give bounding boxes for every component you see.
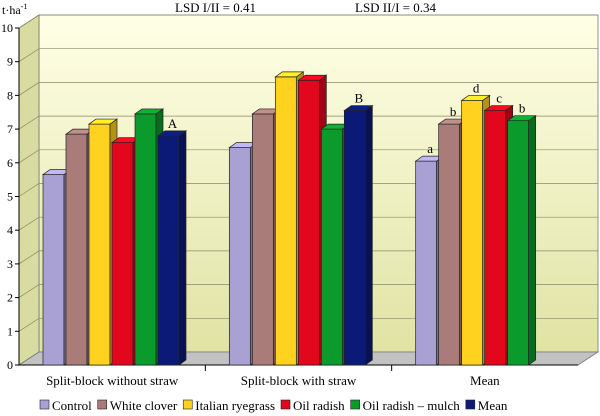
y-tick-label: 4 — [7, 223, 13, 237]
legend-swatch — [97, 399, 108, 410]
significance-label: b — [450, 104, 457, 119]
bar-side — [178, 130, 187, 366]
bar — [506, 114, 537, 366]
bar-front — [42, 174, 65, 366]
bar-top — [133, 108, 165, 115]
significance-label: A — [168, 116, 178, 131]
legend-label: White clover — [110, 398, 178, 413]
bar-front — [134, 113, 157, 366]
bar — [156, 130, 188, 366]
bar-top — [156, 130, 188, 137]
legend-item: White clover — [97, 398, 178, 413]
gridline — [18, 48, 598, 62]
significance-label: d — [473, 80, 480, 95]
y-tick-label: 7 — [7, 122, 13, 136]
bar-top — [506, 115, 537, 122]
bar-front — [484, 110, 507, 366]
y-tick-label: 9 — [7, 55, 13, 69]
bar-front — [438, 123, 461, 366]
significance-label: B — [354, 91, 363, 106]
bar-front — [461, 100, 484, 366]
bar-front — [415, 160, 438, 366]
significance-label: c — [496, 91, 502, 106]
legend-swatch — [182, 399, 193, 410]
legend-item: Oil radish – mulch — [350, 398, 461, 413]
significance-label: b — [519, 101, 526, 116]
gridline — [18, 250, 598, 265]
bar-front — [228, 147, 251, 366]
bar-top — [87, 118, 119, 125]
lsd-annotation-2: LSD II/I = 0.34 — [355, 0, 436, 15]
legend-item: Mean — [465, 398, 508, 413]
bar-front — [65, 133, 88, 366]
bar-front — [157, 135, 180, 366]
lsd-annotation-1: LSD I/II = 0.41 — [175, 0, 256, 15]
bar-front — [320, 128, 343, 366]
legend-label: Italian ryegrass — [195, 398, 275, 413]
gridline — [18, 317, 598, 332]
gridline — [18, 216, 598, 231]
bar-front — [343, 110, 366, 366]
legend-item: Italian ryegrass — [182, 398, 275, 413]
legend-swatch — [350, 399, 360, 410]
bar-front — [251, 113, 274, 366]
legend-label: Oil radish – mulch — [363, 398, 461, 413]
legend-swatch — [39, 399, 50, 410]
y-tick-label: 0 — [7, 358, 13, 372]
significance-label: a — [427, 141, 433, 156]
legend-label: Control — [52, 398, 92, 413]
y-tick-label: 6 — [7, 156, 13, 170]
x-category-label: Mean — [470, 373, 500, 388]
legend-swatch — [280, 399, 291, 410]
y-tick-label: 2 — [7, 291, 13, 305]
bar-top — [460, 95, 491, 101]
gridline — [18, 284, 598, 298]
legend-swatch — [465, 399, 476, 410]
gridline — [18, 82, 598, 96]
gridline — [18, 14, 598, 29]
y-tick-label: 10 — [1, 21, 13, 35]
legend-label: Oil radish — [293, 398, 345, 413]
bar — [343, 104, 374, 366]
bar-side — [528, 114, 537, 366]
bar-top — [274, 71, 305, 78]
y-tick-label: 1 — [7, 324, 13, 338]
y-tick-label: 5 — [7, 190, 13, 204]
y-tick-label: 8 — [7, 88, 13, 102]
bar-front — [88, 123, 111, 366]
bar-front — [111, 142, 134, 366]
bar-front — [507, 120, 530, 366]
bar-front — [297, 79, 320, 366]
gridline — [18, 115, 598, 130]
bar-top — [343, 105, 374, 111]
bar-top — [483, 105, 514, 111]
gridline — [18, 183, 598, 197]
legend-label: Mean — [478, 398, 508, 413]
bar-top — [297, 74, 328, 81]
y-axis-label: t·ha-1 — [2, 2, 27, 17]
legend-item: Oil radish — [280, 398, 345, 413]
bar-side — [364, 104, 373, 366]
x-category-label: Split-block without straw — [46, 373, 179, 388]
bar-front — [274, 76, 297, 366]
x-category-label: Split-block with straw — [241, 373, 357, 388]
legend-item: Control — [39, 398, 92, 413]
gridline — [18, 149, 598, 164]
y-tick-label: 3 — [7, 257, 13, 271]
